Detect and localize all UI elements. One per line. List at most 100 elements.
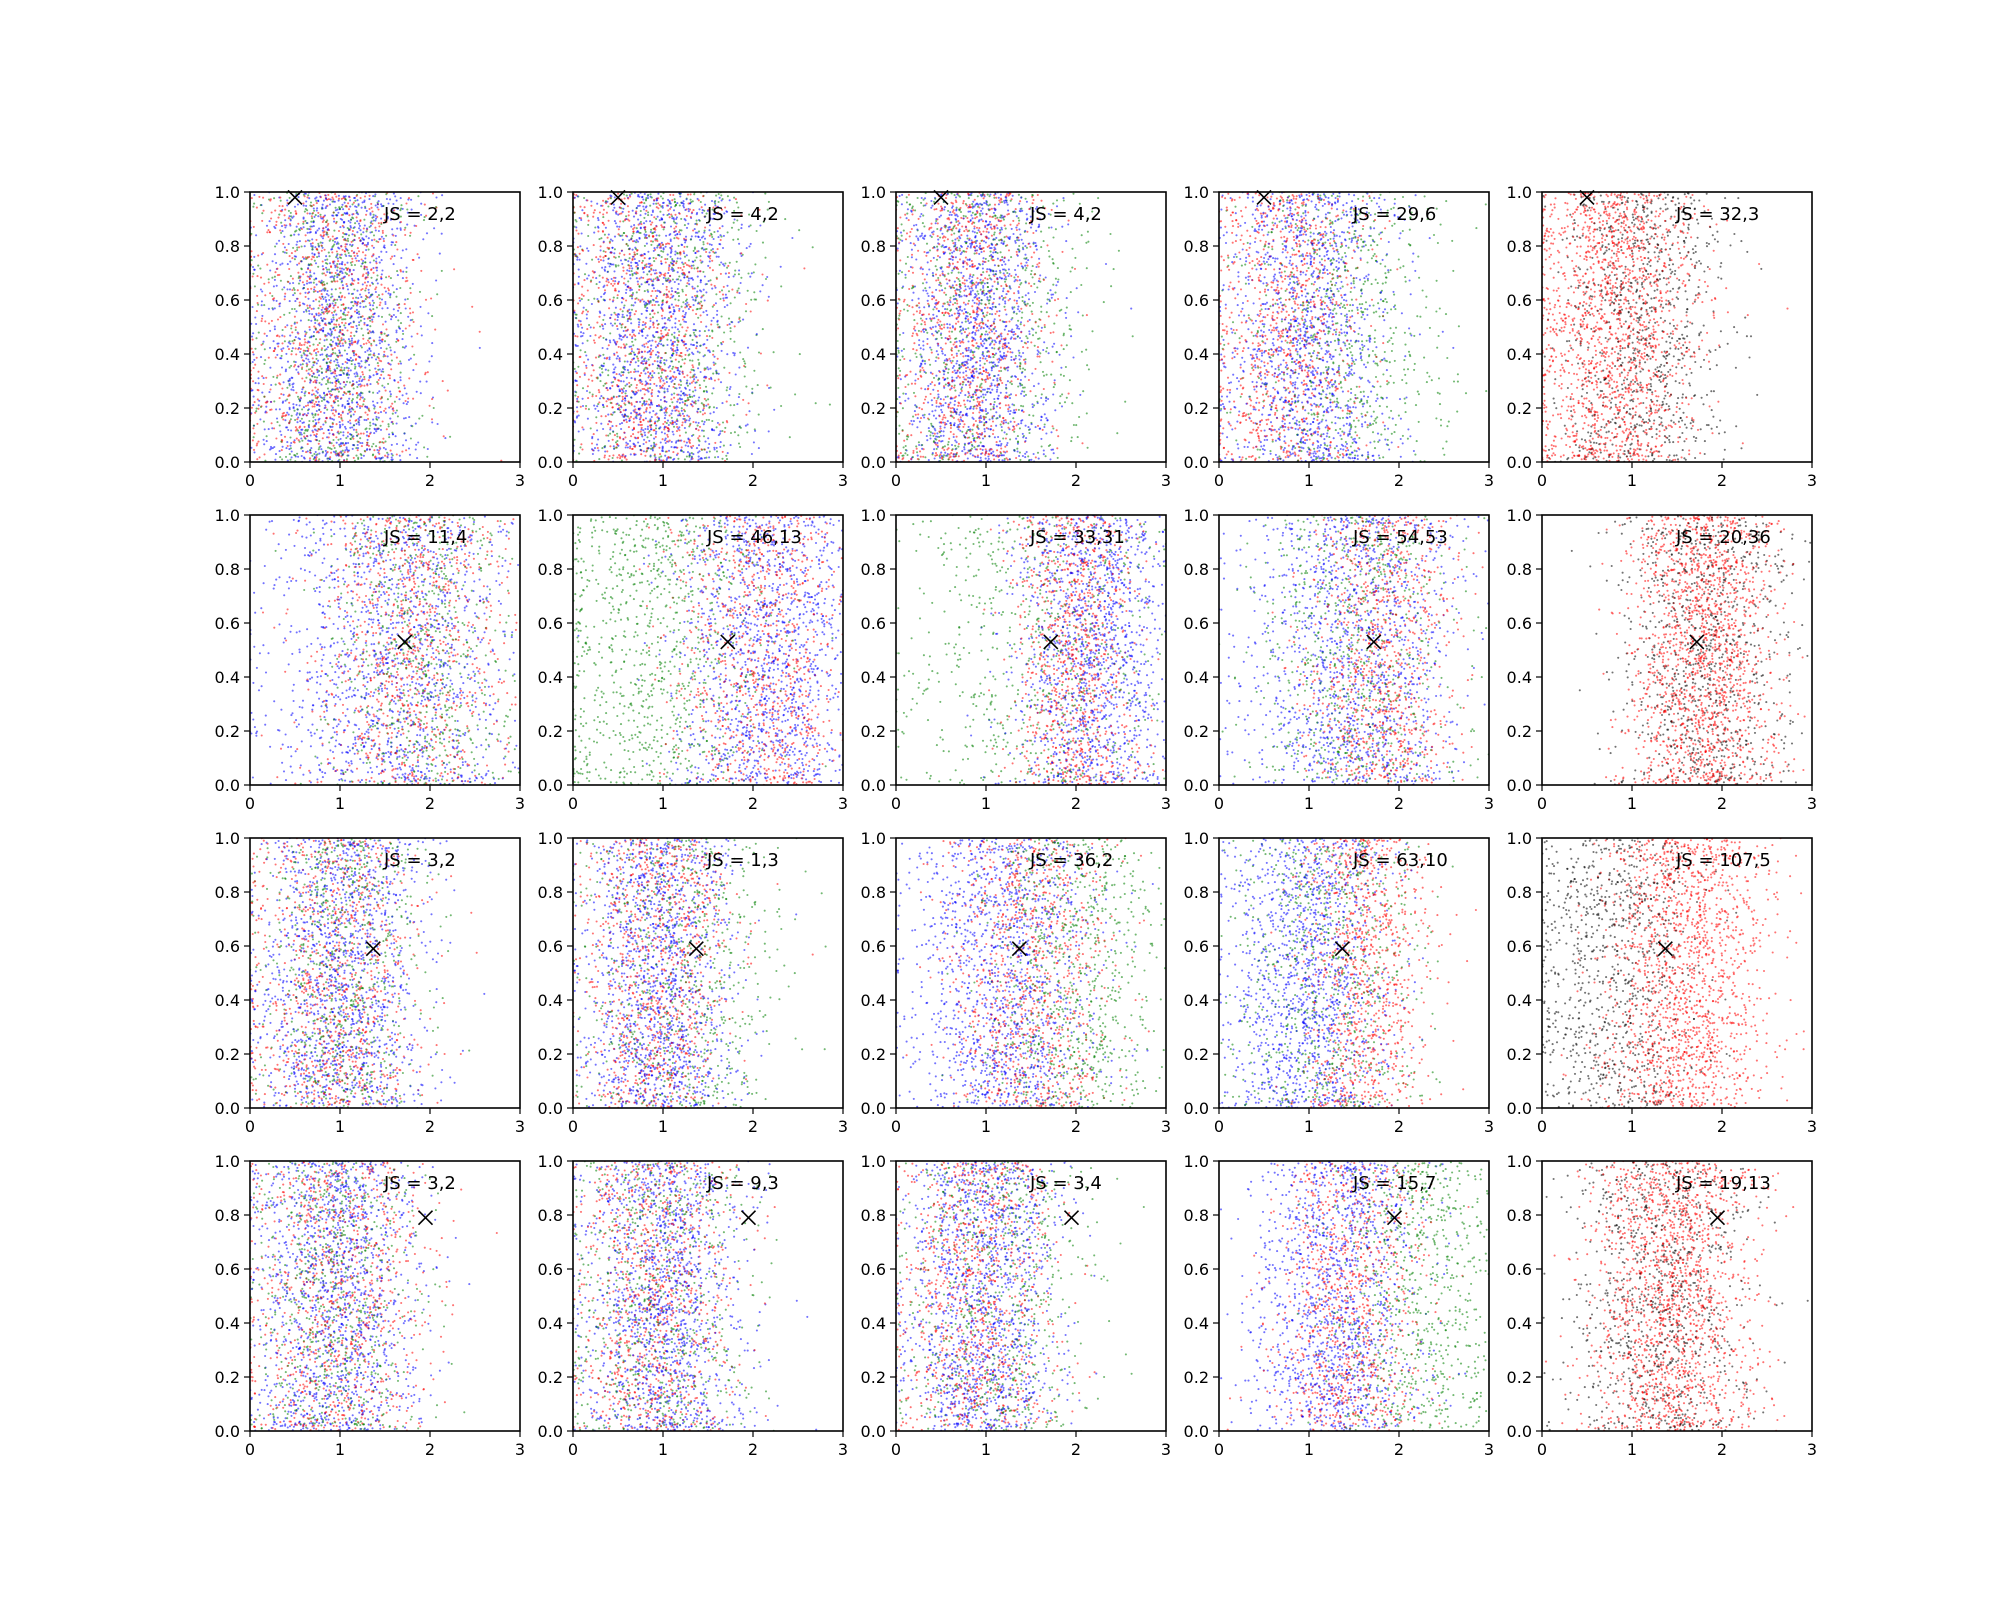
data-point xyxy=(706,242,709,245)
data-point xyxy=(642,222,646,225)
data-point xyxy=(659,195,663,198)
data-point xyxy=(340,197,343,200)
data-point xyxy=(757,351,761,354)
data-point xyxy=(378,304,381,307)
data-point xyxy=(339,368,343,371)
data-point xyxy=(648,387,652,390)
data-point xyxy=(409,287,412,290)
data-point xyxy=(332,444,335,447)
data-point xyxy=(295,225,298,228)
data-point xyxy=(665,458,668,461)
data-point xyxy=(337,246,340,249)
data-point xyxy=(334,193,337,196)
data-point xyxy=(313,215,316,218)
data-point xyxy=(343,211,346,215)
data-point xyxy=(732,414,735,417)
data-point xyxy=(360,346,363,349)
data-point xyxy=(617,255,621,258)
data-point xyxy=(297,365,300,368)
data-point xyxy=(369,284,372,287)
data-point xyxy=(298,229,301,232)
data-point xyxy=(670,412,673,415)
data-point xyxy=(252,427,255,430)
data-point xyxy=(623,326,627,329)
data-point xyxy=(346,249,349,252)
data-point xyxy=(255,310,258,313)
data-point xyxy=(345,446,348,449)
data-point xyxy=(355,428,358,431)
data-point xyxy=(321,284,324,287)
data-point xyxy=(298,343,301,347)
data-point xyxy=(606,450,609,453)
data-point xyxy=(623,197,626,200)
data-point xyxy=(687,207,690,210)
data-point xyxy=(340,280,344,283)
data-point xyxy=(678,319,681,322)
data-point xyxy=(267,307,270,310)
data-point xyxy=(386,212,389,215)
data-point xyxy=(377,315,380,318)
data-point xyxy=(630,412,633,415)
data-point xyxy=(690,264,693,267)
data-point xyxy=(632,433,635,436)
data-point xyxy=(311,242,314,245)
data-point xyxy=(677,339,680,343)
data-point xyxy=(319,410,322,413)
data-point xyxy=(638,222,641,225)
data-point xyxy=(350,359,353,363)
data-point xyxy=(400,204,403,207)
data-point xyxy=(598,211,601,214)
data-point xyxy=(292,287,295,290)
data-point xyxy=(388,406,391,409)
data-point xyxy=(288,384,291,387)
data-point xyxy=(365,209,368,212)
data-point xyxy=(377,357,380,360)
data-point xyxy=(330,333,333,336)
data-point xyxy=(671,342,675,345)
data-point xyxy=(257,382,260,385)
data-point xyxy=(653,437,656,440)
data-point xyxy=(395,241,398,244)
data-point xyxy=(689,215,692,218)
data-point xyxy=(307,391,310,394)
data-point xyxy=(383,219,386,222)
data-point xyxy=(314,423,318,426)
data-point xyxy=(394,244,397,247)
data-point xyxy=(270,319,273,322)
data-point xyxy=(345,273,349,276)
data-point xyxy=(279,229,282,232)
data-point xyxy=(318,370,321,373)
data-point xyxy=(347,454,350,457)
data-point xyxy=(264,359,267,362)
data-point xyxy=(678,429,681,432)
data-point xyxy=(576,246,579,249)
data-point xyxy=(342,393,345,397)
data-point xyxy=(803,267,806,270)
data-point xyxy=(628,253,631,256)
data-point xyxy=(372,308,375,311)
data-point xyxy=(657,336,660,339)
data-point xyxy=(340,262,343,265)
data-point xyxy=(713,355,716,358)
data-point xyxy=(737,273,740,276)
data-point xyxy=(339,309,342,312)
data-point xyxy=(324,449,327,452)
data-point xyxy=(298,342,301,345)
data-point xyxy=(284,292,287,295)
data-point xyxy=(305,376,308,379)
data-point xyxy=(288,215,291,218)
data-point xyxy=(313,433,316,436)
data-point xyxy=(658,243,661,246)
data-point xyxy=(656,300,659,303)
data-point xyxy=(317,312,320,315)
data-point xyxy=(641,383,644,386)
data-point xyxy=(726,386,729,389)
data-point xyxy=(327,357,330,360)
data-point xyxy=(330,451,333,454)
data-point xyxy=(383,286,386,289)
data-point xyxy=(478,346,481,349)
data-point xyxy=(589,334,592,338)
data-point xyxy=(260,320,263,323)
data-point xyxy=(284,419,287,422)
data-point xyxy=(273,253,277,256)
